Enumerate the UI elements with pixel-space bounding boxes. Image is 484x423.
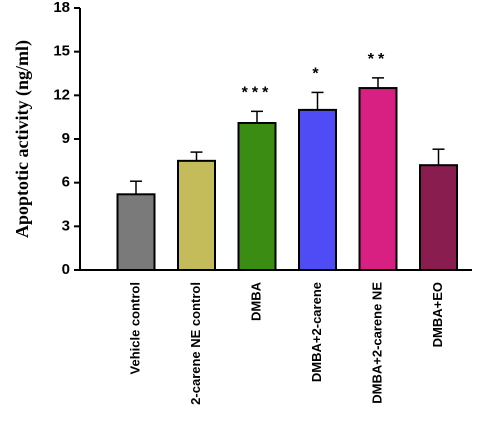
x-tick-label: DMBA+2-carene NE [369,282,384,404]
bar [419,164,458,271]
y-tick-label: 15 [53,43,70,60]
bar [177,159,216,271]
x-tick-label: DMBA+2-carene [309,282,324,382]
bar [237,121,277,271]
y-tick-label: 6 [62,174,70,191]
x-tick-label: Vehicle control [127,282,142,374]
y-tick-label: 18 [53,0,70,16]
significance-label: *** [242,85,273,102]
bar [116,193,156,271]
significance-label: ** [368,51,388,68]
bar [358,87,398,271]
y-tick-label: 12 [53,86,70,103]
y-tick-label: 9 [62,130,70,147]
bar [298,108,337,271]
x-tick-label: 2-carene NE control [188,282,203,405]
x-tick-label: DMBA+EO [430,282,445,347]
y-tick-label: 0 [62,261,70,278]
y-tick-label: 3 [62,217,70,234]
significance-label: * [312,66,322,83]
y-axis-label: Apoptotic activity (ng/ml) [12,40,33,238]
x-tick-label: DMBA [248,281,263,321]
